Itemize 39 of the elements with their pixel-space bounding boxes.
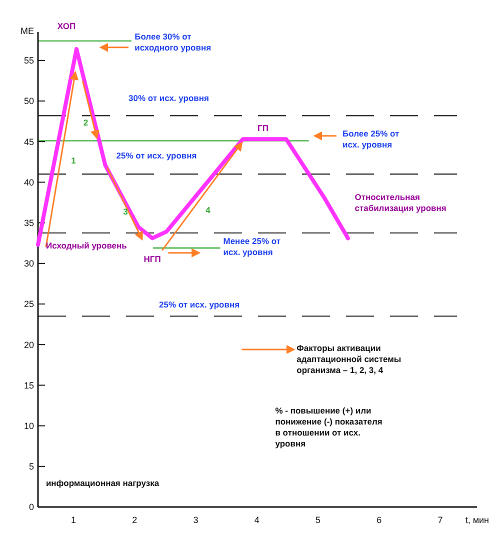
ref-line-label: Более 25% от исх. уровня	[342, 128, 400, 150]
y-tick-label: 45	[24, 136, 34, 147]
y-tick-label: 20	[24, 340, 34, 350]
annotation: Исходный уровень	[46, 240, 127, 251]
ref-line-label: 25% от исх. уровня	[159, 299, 240, 310]
y-tick-label: 15	[24, 380, 34, 390]
x-tick-label: 5	[316, 515, 321, 525]
y-tick-label: 50	[24, 96, 34, 106]
x-tick-label: 3	[193, 515, 198, 525]
annotation: ХОП	[57, 21, 76, 32]
y-tick-label: 40	[24, 177, 34, 188]
y-tick-label: 55	[24, 56, 34, 66]
ref-line-label: 25% от исх. уровня	[116, 150, 197, 161]
x-tick-label: 4	[254, 515, 260, 525]
x-tick-label: 1	[70, 515, 76, 525]
annotation: 3	[123, 206, 128, 217]
annotation: % - повышение (+) или понижение (-) показателя в отношении от исх. уровня	[275, 406, 382, 449]
annotation: информационная нагрузка	[46, 478, 160, 488]
y-tick-label: 35	[24, 218, 34, 228]
x-tick-label: 2	[132, 515, 138, 525]
annotation: 4	[206, 205, 211, 216]
annotation: 2	[83, 117, 88, 128]
y-tick-label: 5	[28, 462, 34, 472]
x-tick-label: 7	[438, 515, 443, 525]
annotation: НГП	[144, 254, 161, 264]
y-tick-label: 10	[24, 420, 34, 431]
y-tick-label: 0	[28, 502, 34, 512]
annotation: ГП	[258, 123, 268, 134]
annotation: Относительная стабилизация уровня	[354, 192, 446, 214]
x-axis-title: t, мин	[465, 515, 490, 525]
annotation: Факторы активации адаптационной системы организма – 1, 2, 3, 4	[296, 343, 402, 376]
y-axis-title: МЕ	[20, 26, 34, 36]
x-tick-label: 6	[376, 515, 382, 525]
y-tick-label: 30	[24, 258, 34, 269]
ref-line-label: 30% от исх. уровня	[128, 93, 210, 104]
annotation: 1	[71, 156, 76, 166]
y-tick-label: 25	[24, 299, 34, 310]
ref-line-label: Более 30% от исходного уровня	[134, 31, 212, 52]
ref-line-label: Менее 25% от исх. уровня	[223, 236, 281, 257]
